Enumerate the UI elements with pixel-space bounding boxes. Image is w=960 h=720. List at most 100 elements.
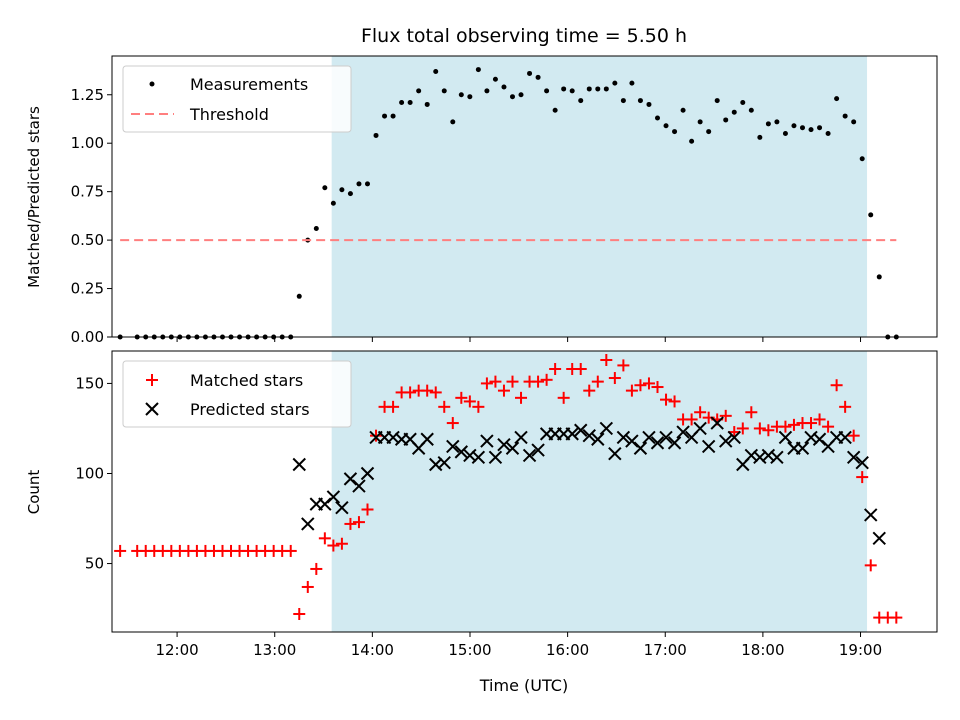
- y-tick-label: 1.00: [71, 134, 104, 152]
- predicted-star-point: [360, 466, 375, 481]
- bottom-legend: Matched stars Predicted stars: [122, 360, 352, 428]
- matched-star-point: [805, 417, 818, 430]
- measurement-point: [680, 107, 686, 113]
- measurement-point: [356, 181, 362, 187]
- measurement-point: [296, 293, 302, 299]
- matched-star-point: [404, 386, 417, 399]
- measurement-point: [706, 129, 712, 135]
- legend-measurements-label: Measurements: [190, 75, 308, 94]
- y-tick-label: 0.00: [71, 328, 104, 346]
- matched-star-point: [557, 391, 570, 404]
- measurement-point: [808, 127, 814, 133]
- measurement-point: [731, 109, 737, 115]
- matched-star-point: [617, 359, 630, 372]
- matched-star-point: [642, 377, 655, 390]
- predicted-star-point: [667, 436, 682, 450]
- matched-star-point: [532, 375, 545, 388]
- legend-matched-marker: [146, 374, 158, 386]
- measurement-point: [407, 100, 413, 106]
- measurement-point: [697, 119, 703, 125]
- matched-star-point: [438, 400, 451, 413]
- y-tick-label: 1.25: [71, 86, 104, 104]
- matched-star-point: [515, 391, 528, 404]
- matched-star-point: [822, 420, 835, 433]
- predicted-star-point: [838, 430, 852, 445]
- measurement-point: [399, 100, 405, 106]
- measurement-point: [441, 88, 447, 94]
- predicted-star-point: [335, 501, 349, 515]
- measurement-point: [330, 200, 336, 206]
- top-y-axis: 0.00 0.25 0.50 0.75 1.00 1.25: [71, 86, 112, 346]
- x-tick-label: 17:00: [644, 641, 687, 659]
- measurement-point: [765, 121, 771, 127]
- top-axes-frame: [111, 55, 938, 338]
- matched-star-point: [651, 381, 664, 394]
- legend-matched-label: Matched stars: [190, 371, 303, 390]
- x-tick-label: 12:00: [155, 641, 198, 659]
- matched-star-point: [787, 418, 800, 431]
- matched-star-point: [361, 503, 374, 516]
- measurement-point: [339, 187, 345, 193]
- matched-star-point: [600, 354, 613, 367]
- x-tick-label: 14:00: [351, 641, 394, 659]
- measurement-point: [382, 113, 388, 119]
- x-tick-label: 19:00: [839, 641, 882, 659]
- predicted-star-point: [846, 450, 861, 464]
- measurement-point: [416, 88, 422, 94]
- matched-star-point: [540, 373, 553, 386]
- matched-star-point: [429, 386, 442, 399]
- x-axis-label: Time (UTC): [479, 676, 568, 695]
- measurement-point: [501, 84, 507, 90]
- measurement-point: [450, 119, 456, 125]
- matched-star-point: [574, 363, 587, 376]
- y-tick-label: 0.50: [71, 231, 104, 249]
- matched-star-point: [310, 562, 323, 575]
- predicted-star-point: [676, 425, 690, 439]
- measurement-point: [595, 86, 601, 92]
- chart-title: Flux total observing time = 5.50 h: [361, 25, 687, 47]
- measurement-point: [620, 98, 626, 104]
- predicted-star-point: [864, 508, 878, 522]
- predicted-star-point: [778, 430, 793, 445]
- top-shaded-region: [331, 56, 868, 337]
- matched-star-point: [301, 580, 314, 593]
- measurement-point: [723, 117, 729, 123]
- predicted-star-point: [301, 517, 315, 531]
- measurement-point: [637, 98, 643, 104]
- measurement-point: [689, 138, 695, 144]
- measurement-point: [825, 131, 831, 137]
- x-tick-label: 13:00: [253, 641, 296, 659]
- matched-star-point: [463, 395, 476, 408]
- matched-star-point: [813, 413, 826, 426]
- x-tick-label: 16:00: [546, 641, 589, 659]
- measurement-point: [518, 92, 524, 98]
- matched-star-point: [293, 607, 306, 620]
- predicted-star-point: [795, 441, 810, 455]
- predicted-star-point: [437, 455, 451, 470]
- predicted-star-point: [420, 432, 434, 446]
- measurement-point: [433, 69, 439, 75]
- predicted-star-point: [710, 416, 724, 430]
- predicted-star-point: [727, 430, 741, 445]
- matched-star-point: [745, 406, 758, 419]
- matched-star-point: [327, 539, 340, 552]
- matched-star-point: [506, 375, 519, 388]
- measurement-point: [484, 88, 490, 94]
- measurement-point: [535, 74, 541, 80]
- measurement-point: [390, 113, 396, 119]
- predicted-star-point: [574, 423, 588, 437]
- measurement-point: [782, 131, 788, 137]
- matched-star-point: [660, 393, 673, 406]
- matched-star-point: [762, 424, 775, 437]
- top-legend-box: [122, 65, 352, 133]
- predicted-star-point: [591, 432, 605, 446]
- matched-star-point: [421, 384, 434, 397]
- y-tick-label: 100: [75, 464, 104, 482]
- matched-star-point: [446, 417, 459, 430]
- predicted-star-point: [659, 430, 673, 445]
- measurement-point: [740, 100, 746, 106]
- matched-star-point: [352, 516, 365, 529]
- measurement-point: [817, 125, 823, 131]
